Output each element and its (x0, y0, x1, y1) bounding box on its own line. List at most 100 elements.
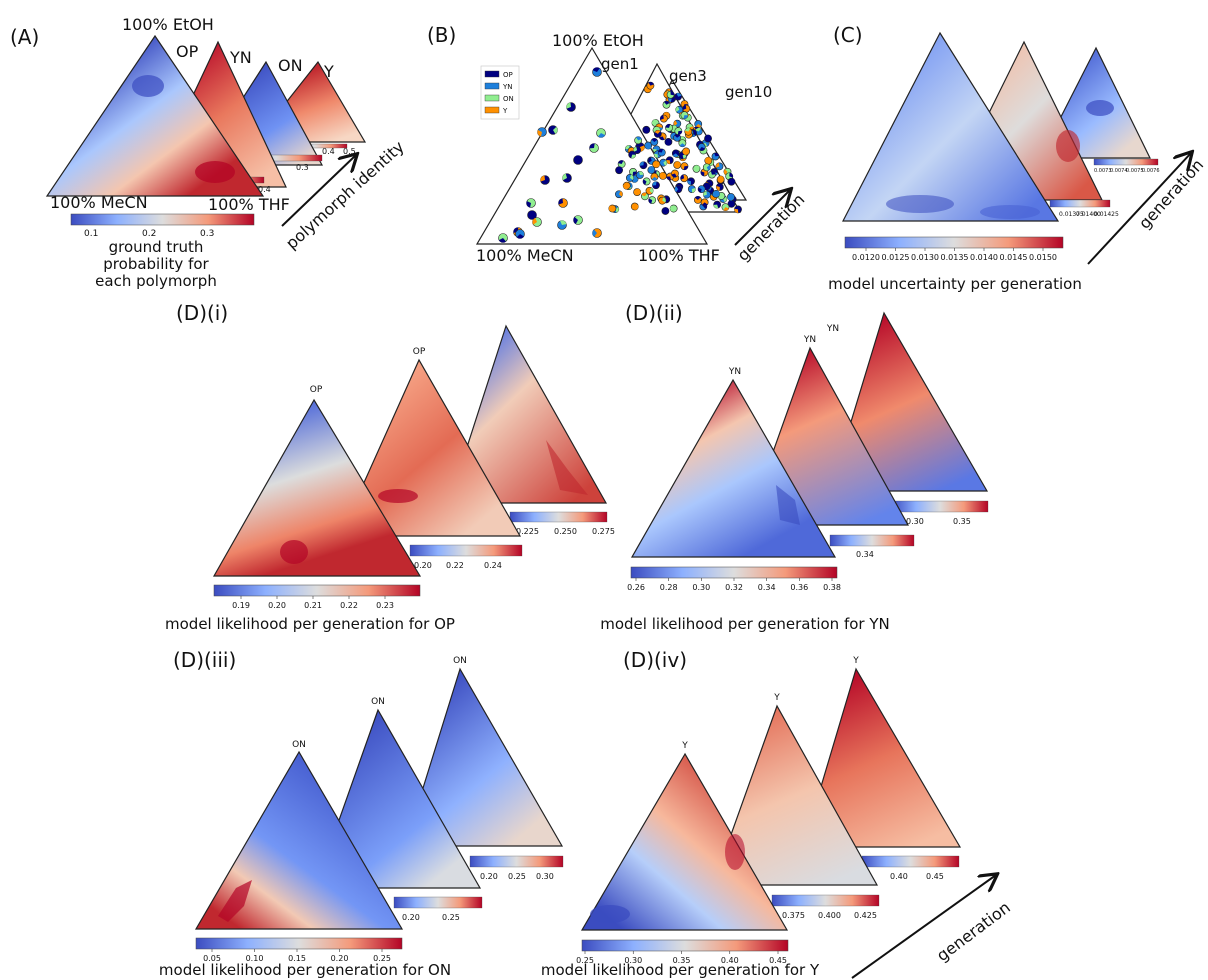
a-polymorph-on: ON (278, 56, 303, 75)
c-behind-tick: 0.01400 (1076, 211, 1101, 218)
c-behind-tick: 0.0075 (1126, 168, 1144, 174)
b-sample-marker (573, 215, 583, 225)
colorbar-tick-label: 0.22 (340, 601, 358, 610)
b-sample-marker (558, 198, 568, 208)
colorbar-tick-label: 0.0135 (941, 253, 969, 262)
b-sample-marker (669, 204, 678, 213)
b-sample-marker (532, 217, 542, 227)
b-sample-marker (659, 114, 668, 123)
di-ternary-middle: OP 0.20 0.22 0.24 (339, 347, 523, 570)
b-legend-swatch (484, 94, 500, 102)
a-behind-tick: 0.5 (343, 147, 356, 156)
diii-ternary-title: ON (453, 656, 467, 666)
di-behind-tick: 0.225 (516, 527, 539, 536)
diii-colorbar (195, 937, 403, 950)
di-caption: model likelihood per generation for OP (165, 615, 455, 633)
panel-dii: YN 0.30 0.35 YN 0.34 YN 0.26 0.28 0.30 0.32… (600, 311, 989, 633)
diii-behind-tick: 0.25 (508, 872, 526, 881)
diii-caption: model likelihood per generation for ON (159, 961, 451, 979)
b-sample-marker (680, 162, 689, 171)
b-sample-marker (673, 161, 682, 169)
di-ternary-back: 0.225 0.250 0.275 (448, 324, 615, 536)
dii-behind-tick: 0.34 (856, 550, 874, 559)
diii-ternary-title: ON (292, 740, 306, 750)
b-sample-marker (694, 120, 703, 128)
b-sample-marker (693, 195, 702, 204)
div-behind-tick: 0.375 (782, 911, 805, 920)
div-ternary-middle: Y 0.375 0.400 0.425 (712, 693, 880, 920)
b-sample-marker (645, 186, 654, 195)
b-sample-marker (647, 166, 656, 174)
a-colorbar-label-line: ground truth (109, 238, 204, 256)
colorbar-tick-label: 0.0140 (970, 253, 998, 262)
colorbar-tick-label: 0.28 (660, 583, 678, 592)
colorbar-tick-label: 0.45 (769, 956, 787, 965)
di-behind-tick: 0.20 (414, 561, 432, 570)
b-sample-marker (680, 111, 689, 120)
a-polymorph-yn: YN (229, 48, 252, 67)
c-colorbar (844, 236, 1064, 249)
diii-ternary-front: ON (194, 740, 404, 930)
panel-label-dii: (D)(ii) (625, 301, 683, 325)
b-sample-marker (615, 166, 623, 175)
b-sample-marker (659, 172, 667, 180)
colorbar-tick-label: 0.23 (376, 601, 394, 610)
panel-label-diii: (D)(iii) (173, 648, 236, 672)
div-ternary-title: Y (681, 741, 688, 751)
b-gen-label: gen3 (669, 67, 707, 85)
di-ternary-title: OP (413, 347, 426, 357)
di-colorbar (213, 584, 421, 597)
b-legend-swatch (484, 106, 500, 114)
c-behind-tick: 0.0073 (1094, 168, 1112, 174)
b-sample-marker (662, 100, 671, 109)
panel-label-di: (D)(i) (176, 301, 228, 325)
a-behind-tick: 0.4 (322, 147, 335, 156)
b-sample-marker (674, 185, 683, 194)
b-sample-marker (708, 170, 716, 179)
di-behind-tick: 0.275 (592, 527, 615, 536)
b-sample-marker (687, 185, 696, 193)
b-sample-marker (674, 92, 683, 101)
panel-label-b: (B) (427, 23, 456, 47)
b-sample-marker (687, 177, 695, 186)
panel-c: 0.0073 0.0074 0.0075 0.0076 0.01375 0.01… (828, 31, 1207, 293)
b-sample-marker (712, 190, 720, 198)
colorbar-tick-label: 0.25 (373, 954, 391, 963)
b-sample-marker (615, 190, 623, 199)
a-colorbar (70, 213, 255, 226)
colorbar-tick-label: 0.15 (288, 954, 306, 963)
b-sample-marker (537, 127, 547, 137)
b-sample-marker (642, 177, 651, 186)
b-vertex-right: 100% THF (638, 246, 720, 265)
b-sample-marker (682, 104, 691, 113)
b-sample-marker (682, 147, 691, 156)
b-sample-marker (711, 152, 720, 161)
a-vertex-right: 100% THF (208, 195, 290, 214)
b-sample-marker (625, 174, 634, 182)
panel-a: 0.4 0.5 0.3 0.4 100% EtOH 100% MeCN 100%… (45, 15, 408, 290)
b-sample-marker (562, 173, 572, 183)
b-vertex-left: 100% MeCN (476, 246, 574, 265)
colorbar-tick-label: 0.21 (304, 601, 322, 610)
b-sample-marker (628, 150, 637, 159)
b-sample-marker (646, 81, 655, 90)
colorbar-tick-label: 0.19 (232, 601, 250, 610)
colorbar-tick-label: 0.10 (246, 954, 264, 963)
div-behind-tick: 0.40 (890, 872, 908, 881)
diii-ternary-middle: ON 0.20 0.25 (314, 697, 483, 922)
b-sample-marker (674, 127, 683, 135)
dii-ternary-title: YN (803, 335, 816, 345)
b-sample-marker (630, 202, 639, 211)
b-sample-marker (704, 156, 713, 165)
b-sample-marker (617, 160, 626, 168)
dii-ternary-title: YN (826, 324, 839, 334)
a-behind-tick: 0.3 (296, 163, 309, 172)
dii-ternary-back: YN 0.30 0.35 (826, 311, 989, 526)
b-sample-marker (633, 188, 642, 196)
b-sample-marker (540, 175, 550, 185)
c-behind-tick: 0.0074 (1110, 168, 1128, 174)
colorbar-tick-label: 0.20 (268, 601, 286, 610)
colorbar-tick-label: 0.0130 (911, 253, 939, 262)
a-polymorph-y: Y (323, 62, 334, 81)
